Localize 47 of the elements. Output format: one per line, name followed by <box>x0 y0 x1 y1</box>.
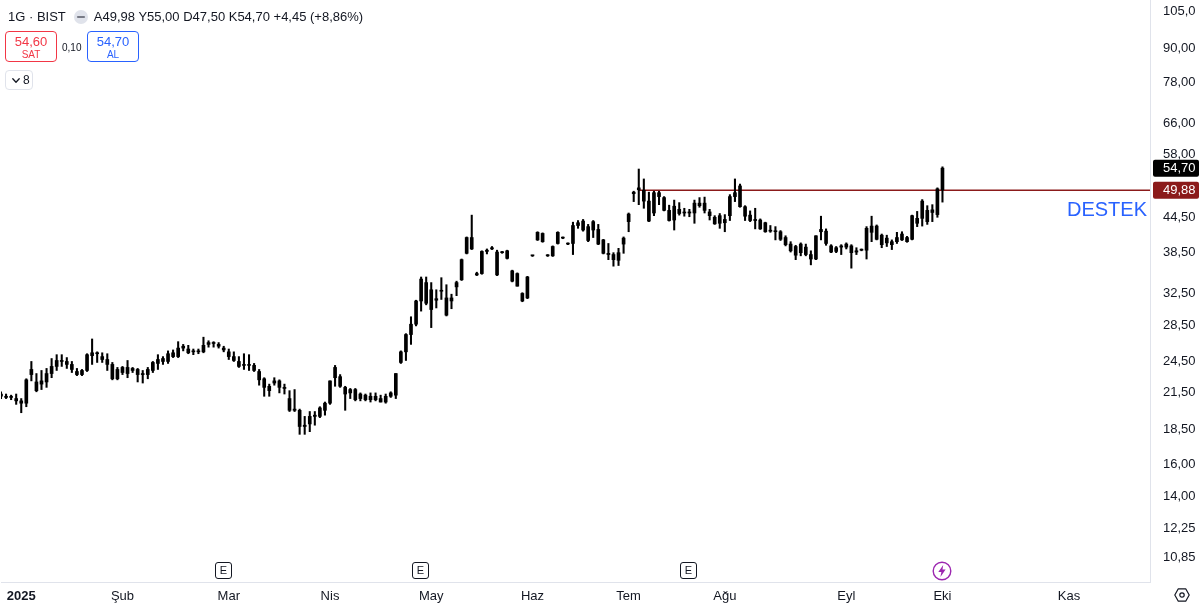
y-tick-label: 10,85 <box>1163 549 1196 565</box>
y-tick-label: 16,00 <box>1163 455 1196 471</box>
letter-badge: E <box>680 562 697 579</box>
x-tick-label: 2025 <box>6 588 36 603</box>
y-tick-label: 90,00 <box>1163 39 1196 55</box>
annotation: SAT <box>20 49 42 60</box>
y-tick-label: 12,25 <box>1163 519 1196 535</box>
y-tick-label: 78,00 <box>1163 74 1196 90</box>
series-label: DESTEK <box>1066 197 1148 220</box>
annotation: 54,70 <box>95 34 131 49</box>
text: 1G · BIST <box>8 9 66 25</box>
annotation: AL <box>105 49 121 60</box>
x-tick-label: Eyl <box>837 588 856 603</box>
text: 49,88 <box>1163 182 1196 198</box>
y-tick-label: 66,00 <box>1163 114 1196 130</box>
annotation: 8 <box>23 72 30 88</box>
letter-badge: E <box>412 562 429 579</box>
candlestick <box>545 254 550 257</box>
x-tick-label: May <box>418 588 445 603</box>
y-tick-label: 14,00 <box>1163 487 1196 503</box>
y-tick-label: 18,50 <box>1163 420 1196 436</box>
x-tick-label: Haz <box>520 588 545 603</box>
y-tick-label: 44,50 <box>1163 209 1196 225</box>
buy-button: 54,70 AL <box>87 31 139 62</box>
y-tick-label: 28,50 <box>1163 316 1196 332</box>
annotation: 0,10 <box>62 42 82 54</box>
x-tick-label: Tem <box>616 588 641 603</box>
x-tick-label: Kas <box>1057 588 1081 603</box>
candlestick <box>525 275 530 300</box>
letter-badge: E <box>215 562 232 579</box>
annotation: A49,98 Y55,00 D47,50 K54,70 +4,45 (+8,86%) <box>93 9 364 25</box>
annotation: 54,60 <box>13 34 49 49</box>
x-tick-label: Nis <box>320 588 340 603</box>
y-tick-label: 32,50 <box>1163 285 1196 301</box>
x-tick-label: Mar <box>217 588 241 603</box>
x-tick-label: Eki <box>933 588 952 603</box>
sell-button: 54,60 SAT <box>5 31 57 62</box>
y-tick-label: 24,50 <box>1163 353 1196 369</box>
candlestick <box>530 254 535 257</box>
y-tick-label: 21,50 <box>1163 384 1196 400</box>
x-tick-label: Ağu <box>713 588 737 603</box>
y-tick-label: 58,00 <box>1163 145 1196 161</box>
dropdown-button: 8 <box>5 70 33 90</box>
text: 54,70 <box>1163 160 1196 176</box>
y-tick-label: 105,0 <box>1163 2 1196 18</box>
x-tick-label: Şub <box>110 588 135 603</box>
y-tick-label: 38,50 <box>1163 244 1196 260</box>
